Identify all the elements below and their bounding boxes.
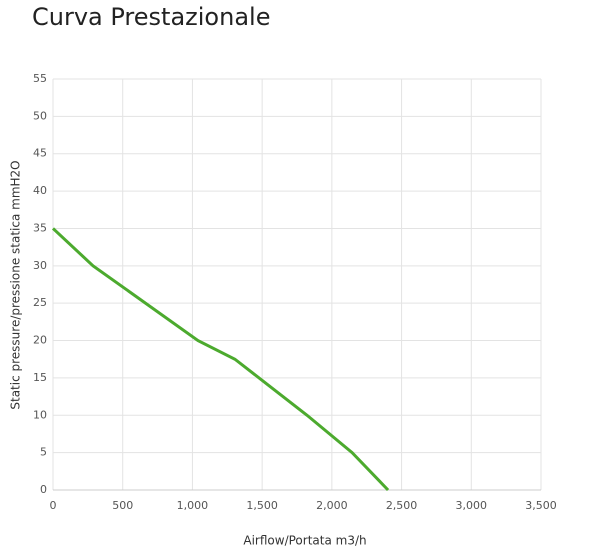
y-tick-label: 0 [40, 483, 47, 496]
y-tick-label: 20 [33, 334, 47, 347]
x-tick-label: 2,500 [386, 499, 418, 512]
x-tick-label: 3,500 [525, 499, 557, 512]
series-line [51, 227, 390, 492]
x-tick-label: 500 [112, 499, 133, 512]
x-tick-label: 1,000 [177, 499, 209, 512]
y-tick-label: 25 [33, 296, 47, 309]
x-tick-label: 3,000 [456, 499, 488, 512]
y-axis-title: Static pressure/pressione statica mmH2O [9, 160, 23, 409]
y-tick-label: 30 [33, 259, 47, 272]
x-axis-title: Airflow/Portata m3/h [243, 534, 366, 548]
x-tick-label: 0 [50, 499, 57, 512]
chart-title: Curva Prestazionale [32, 3, 270, 31]
y-tick-label: 45 [33, 147, 47, 160]
y-tick-label: 55 [33, 72, 47, 85]
y-tick-label: 5 [40, 446, 47, 459]
y-tick-label: 35 [33, 221, 47, 234]
y-tick-label: 40 [33, 184, 47, 197]
y-tick-label: 15 [33, 371, 47, 384]
x-tick-label: 2,000 [316, 499, 348, 512]
y-tick-label: 50 [33, 109, 47, 122]
x-tick-label: 1,500 [246, 499, 278, 512]
y-tick-label: 10 [33, 408, 47, 421]
